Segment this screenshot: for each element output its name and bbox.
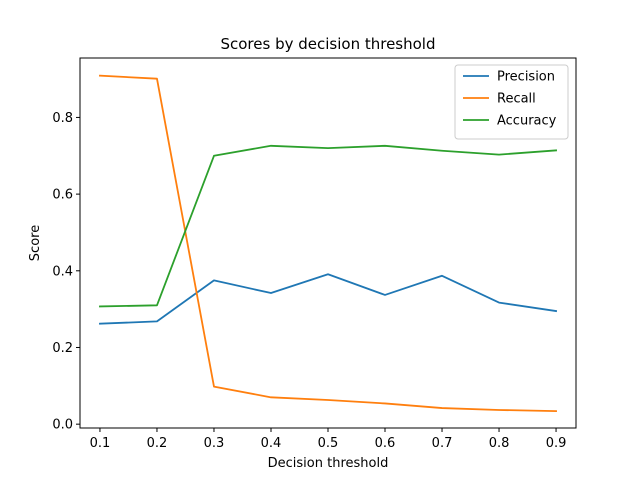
y-tick-label: 0.8 [52, 111, 73, 126]
legend-label-accuracy: Accuracy [497, 114, 557, 129]
x-axis: 0.1 0.2 0.3 0.4 0.5 0.6 0.7 0.8 0.9 [90, 428, 567, 451]
y-tick-label: 0.2 [52, 341, 73, 356]
y-tick-label: 0.4 [52, 264, 73, 279]
legend-label-recall: Recall [497, 92, 536, 107]
x-tick-label: 0.3 [204, 436, 225, 451]
y-tick-label: 0.6 [52, 188, 73, 203]
series-line-accuracy [99, 144, 558, 308]
x-axis-label: Decision threshold [268, 456, 389, 471]
x-tick-label: 0.9 [546, 436, 567, 451]
legend-label-precision: Precision [497, 70, 555, 85]
x-tick-label: 0.5 [318, 436, 339, 451]
x-tick-label: 0.1 [90, 436, 111, 451]
chart-title: Scores by decision threshold [220, 35, 435, 53]
y-axis: 0.0 0.2 0.4 0.6 0.8 [52, 111, 80, 433]
series-line-precision [99, 273, 558, 325]
series-line-recall [99, 74, 557, 413]
x-tick-label: 0.2 [147, 436, 168, 451]
y-tick-label: 0.0 [52, 418, 73, 433]
y-axis-label: Score [28, 225, 43, 261]
x-tick-label: 0.8 [489, 436, 510, 451]
series-layer [99, 74, 558, 413]
x-tick-label: 0.4 [261, 436, 282, 451]
x-tick-label: 0.7 [432, 436, 453, 451]
x-tick-label: 0.6 [375, 436, 396, 451]
legend: Precision Recall Accuracy [454, 64, 569, 140]
